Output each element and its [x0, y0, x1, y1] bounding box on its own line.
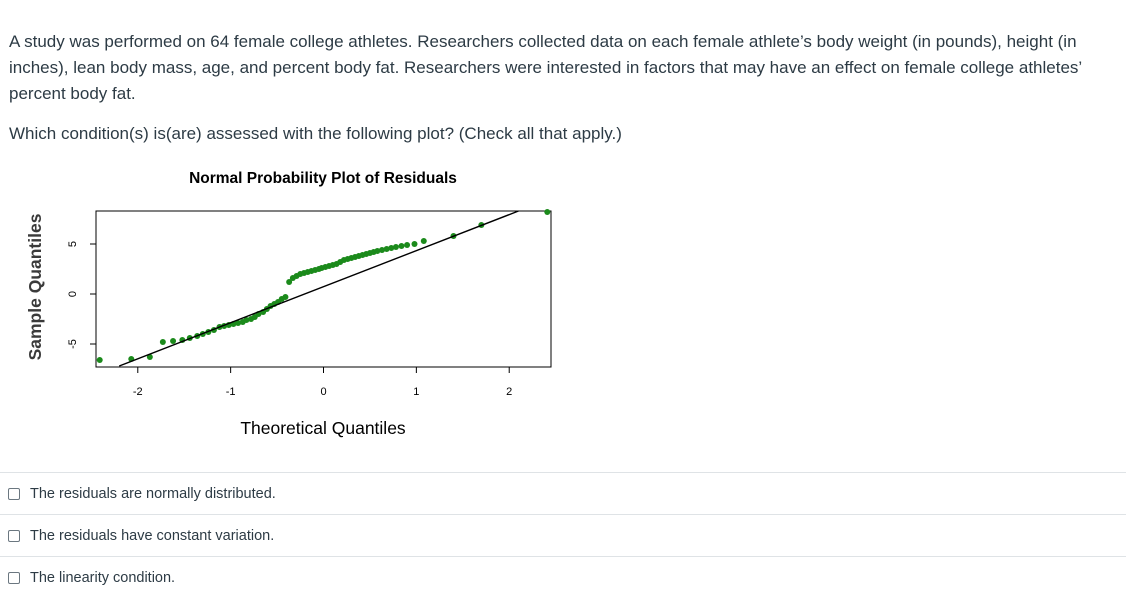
data-point — [146, 354, 153, 360]
data-point — [282, 294, 289, 300]
data-point — [544, 209, 551, 215]
data-point — [243, 317, 250, 323]
normal-probability-plot: Normal Probability Plot of Residuals -2-… — [25, 170, 552, 438]
data-point — [411, 241, 418, 247]
answer-options: The residuals are normally distributed. … — [0, 472, 1126, 598]
answer-label: The residuals are normally distributed. — [30, 485, 276, 502]
axes: -2 -1 0 1 2 -5 0 5 — [67, 241, 512, 398]
data-point — [404, 242, 411, 248]
y-axis-label: Sample Quantiles — [25, 213, 45, 360]
reference-line — [118, 210, 519, 367]
data-point — [379, 247, 385, 253]
data-point — [383, 246, 390, 252]
data-point — [374, 248, 381, 254]
checkbox[interactable] — [8, 529, 20, 542]
answer-label: The linearity condition. — [30, 569, 176, 586]
data-point — [170, 338, 177, 344]
x-tick-label: 0 — [320, 386, 326, 398]
answer-option[interactable]: The residuals are normally distributed. — [0, 472, 1126, 514]
x-tick-label: -2 — [133, 386, 143, 398]
data-point — [392, 244, 399, 250]
x-tick-label: 2 — [506, 386, 512, 398]
y-tick-label: -5 — [67, 339, 79, 349]
answer-label: The residuals have constant variation. — [30, 527, 275, 544]
checkbox[interactable] — [8, 487, 20, 500]
question-stem: A study was performed on 64 female colle… — [9, 32, 1082, 103]
data-point — [388, 245, 395, 251]
y-tick-label: 5 — [67, 241, 79, 247]
x-axis-label: Theoretical Quantiles — [240, 418, 406, 438]
answer-option[interactable]: The linearity condition. — [0, 556, 1126, 598]
chart-title: Normal Probability Plot of Residuals — [189, 170, 457, 187]
checkbox[interactable] — [8, 571, 20, 584]
data-point — [235, 320, 242, 326]
data-point — [398, 243, 405, 249]
x-tick-label: 1 — [413, 386, 419, 398]
answer-option[interactable]: The residuals have constant variation. — [0, 514, 1126, 556]
data-point — [96, 357, 103, 363]
question-prompt: Which condition(s) is(are) assessed with… — [9, 124, 622, 143]
data-point — [286, 279, 293, 285]
data-point — [420, 238, 427, 244]
data-point — [159, 339, 166, 345]
y-tick-label: 0 — [67, 291, 79, 297]
data-points — [96, 209, 551, 367]
x-tick-label: -1 — [226, 386, 236, 398]
